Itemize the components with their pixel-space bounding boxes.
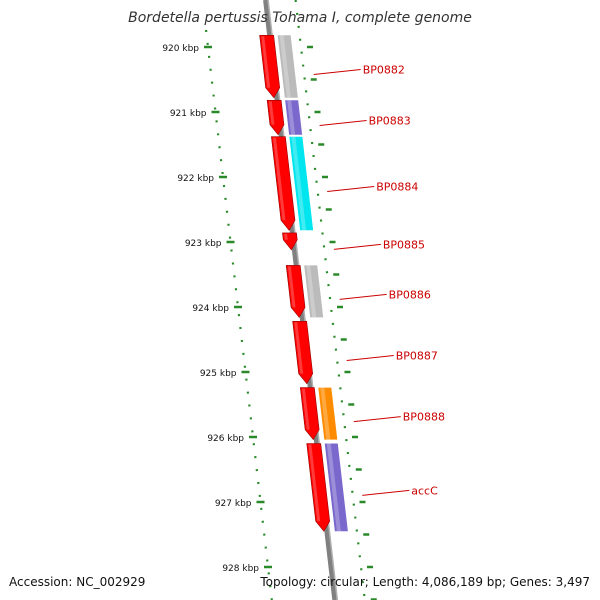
ruler-tick-label: 925 kbp xyxy=(200,369,237,379)
gene-label[interactable]: BP0884 xyxy=(376,181,418,194)
gene-labels: BP0882 BP0883 BP0884 BP0885 BP0886 BP0887 BP08… xyxy=(313,64,445,497)
cds-arrow-shade xyxy=(261,36,271,88)
ruler-tick-label: 920 kbp xyxy=(162,44,199,54)
ruler-tick-label: 928 kbp xyxy=(222,564,259,574)
cog-track xyxy=(277,35,348,532)
gene-label[interactable]: BP0886 xyxy=(389,288,431,301)
cds-track xyxy=(259,34,331,532)
cog-block-shade xyxy=(291,136,307,231)
cds-arrow-shade xyxy=(287,266,296,308)
cds-arrow-shade xyxy=(301,388,310,430)
cds-arrow-shade xyxy=(284,233,288,240)
genome-summary-text: Topology: circular; Length: 4,086,189 bp… xyxy=(260,575,590,589)
gene-leader-line xyxy=(319,120,367,127)
cog-block-shade xyxy=(279,35,291,98)
ruler-tick-label: 922 kbp xyxy=(177,174,214,184)
gene-leader-line xyxy=(346,355,394,361)
cog-block-shade xyxy=(326,443,341,532)
gene-label[interactable]: BP0883 xyxy=(369,115,411,128)
cog-block xyxy=(324,443,348,532)
ruler-tick-label: 927 kbp xyxy=(215,499,252,509)
cds-arrow-shade xyxy=(272,137,286,221)
gene-leader-line xyxy=(362,489,410,496)
ruler-tick-label: 924 kbp xyxy=(192,304,229,314)
cog-block xyxy=(289,136,314,231)
cog-block-shade xyxy=(306,265,317,318)
ruler-tick-label: 923 kbp xyxy=(185,239,222,249)
accession-text: Accession: NC_002929 xyxy=(9,575,146,589)
outer-dotted-line xyxy=(294,0,366,600)
gene-label[interactable]: BP0885 xyxy=(383,238,425,251)
cog-block xyxy=(318,387,338,440)
cog-block-shade xyxy=(287,100,296,135)
ruler-dotted-line xyxy=(204,29,273,600)
genome-title: Bordetella pertussis Tohama I, complete … xyxy=(128,10,472,26)
cog-block xyxy=(277,35,298,98)
gene-leader-line xyxy=(353,416,401,423)
gene-leader-line xyxy=(327,186,375,192)
ruler: 920 kbp 921 kbp 922 kbp 923 kbp 924 kbp 925 k… xyxy=(162,0,377,600)
gene-label[interactable]: accC xyxy=(411,484,438,497)
ruler-tick-label: 921 kbp xyxy=(170,109,207,119)
cds-arrow-shade xyxy=(308,444,321,522)
gene-label[interactable]: BP0882 xyxy=(363,64,405,77)
ruler-tick-label: 926 kbp xyxy=(207,434,244,444)
cds-arrow-shade xyxy=(294,322,304,374)
gene-leader-line xyxy=(313,69,361,75)
cog-block xyxy=(304,265,324,318)
gene-label[interactable]: BP0887 xyxy=(396,350,438,363)
cog-block xyxy=(285,100,303,135)
cds-arrow-shade xyxy=(268,101,275,125)
gene-label[interactable]: BP0888 xyxy=(403,411,445,424)
gene-leader-line xyxy=(339,293,387,300)
gene-leader-line xyxy=(333,243,381,250)
cog-block-shade xyxy=(320,387,331,440)
